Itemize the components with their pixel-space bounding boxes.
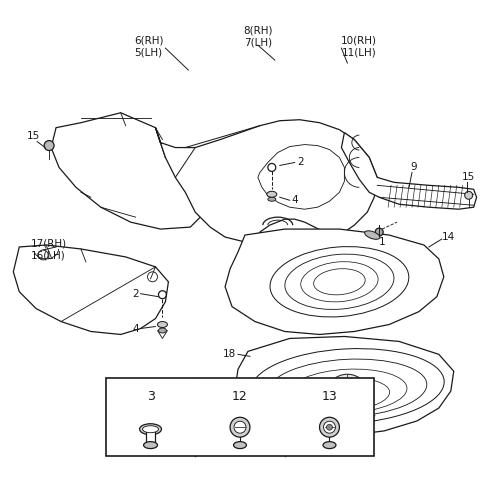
Polygon shape	[156, 120, 377, 242]
Circle shape	[234, 421, 246, 433]
Text: 8(RH): 8(RH)	[243, 25, 273, 35]
Text: 4: 4	[292, 195, 299, 205]
Circle shape	[325, 374, 369, 418]
Polygon shape	[235, 337, 454, 436]
Circle shape	[230, 417, 250, 437]
Ellipse shape	[268, 197, 276, 201]
Text: 15: 15	[462, 172, 475, 183]
Text: 17(RH): 17(RH)	[31, 239, 67, 249]
Bar	[106, 378, 374, 456]
Text: 10(RH): 10(RH)	[341, 35, 377, 45]
Text: 11(LH): 11(LH)	[342, 47, 377, 57]
Text: 2: 2	[132, 289, 139, 299]
Circle shape	[334, 382, 361, 410]
Ellipse shape	[158, 328, 167, 333]
Circle shape	[465, 191, 473, 199]
Circle shape	[320, 417, 339, 437]
Text: 18: 18	[223, 349, 236, 359]
Polygon shape	[157, 331, 168, 338]
Text: 1: 1	[379, 237, 385, 247]
Ellipse shape	[143, 426, 158, 432]
Text: 2: 2	[298, 157, 304, 168]
Text: 3: 3	[146, 390, 155, 403]
Text: 9: 9	[411, 163, 417, 172]
Text: 16(LH): 16(LH)	[31, 251, 66, 261]
Circle shape	[375, 228, 383, 236]
Ellipse shape	[144, 442, 157, 449]
Ellipse shape	[267, 191, 277, 197]
Polygon shape	[341, 132, 477, 209]
Text: 14: 14	[442, 232, 456, 242]
Ellipse shape	[157, 321, 168, 328]
Text: 6(RH): 6(RH)	[134, 35, 163, 45]
Circle shape	[326, 424, 333, 430]
Ellipse shape	[234, 442, 246, 449]
Bar	[145, 427, 156, 445]
Circle shape	[44, 141, 54, 150]
Polygon shape	[13, 245, 168, 335]
Text: 12: 12	[232, 390, 248, 403]
Polygon shape	[258, 145, 344, 209]
Text: 15: 15	[26, 131, 40, 141]
Text: 13: 13	[322, 390, 337, 403]
Text: 7(LH): 7(LH)	[244, 37, 272, 47]
Polygon shape	[225, 229, 444, 335]
Ellipse shape	[365, 231, 380, 239]
Circle shape	[324, 421, 336, 433]
Text: 4: 4	[132, 323, 139, 334]
Ellipse shape	[140, 424, 161, 435]
Ellipse shape	[323, 442, 336, 449]
Polygon shape	[51, 113, 205, 229]
Text: 5(LH): 5(LH)	[134, 47, 163, 57]
